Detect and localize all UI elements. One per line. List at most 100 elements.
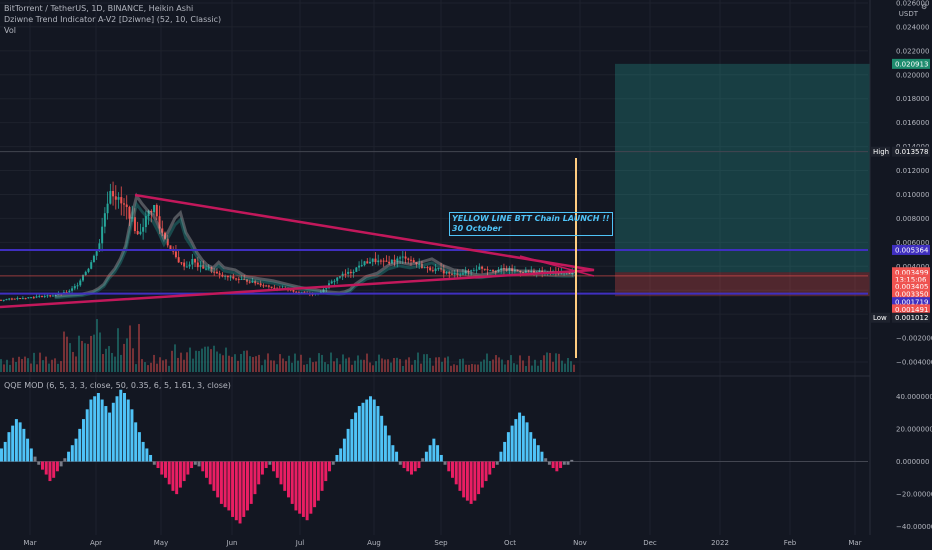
volume-bar <box>570 361 572 372</box>
qqe-bar <box>260 461 264 475</box>
qqe-bar <box>413 461 417 472</box>
candle-body <box>440 268 443 270</box>
volume-bar <box>111 352 113 372</box>
qqe-bar <box>264 461 268 469</box>
indicator-legend[interactable]: Dziwne Trend Indicator A-V2 [Dziwne] (52… <box>4 15 222 24</box>
candle-body <box>248 281 251 283</box>
qqe-y-tick-label: −40.000000 <box>896 523 932 531</box>
volume-bar <box>549 352 551 372</box>
candle-body <box>511 268 514 271</box>
qqe-bar <box>29 448 33 462</box>
currency-label: USDT <box>898 10 918 18</box>
qqe-bar <box>119 389 123 462</box>
badge <box>892 297 930 308</box>
candle-body <box>377 260 380 263</box>
qqe-bar <box>11 425 15 462</box>
candle-body <box>273 287 276 289</box>
volume-bar <box>567 357 569 372</box>
profit-zone <box>615 63 873 273</box>
volume-bar <box>18 356 20 372</box>
y-tick-label: 0.006000 <box>896 239 929 247</box>
candles <box>0 181 576 302</box>
volume-bar <box>120 354 122 372</box>
volume-bar <box>375 361 377 372</box>
qqe-bar <box>451 461 454 478</box>
qqe-bar <box>82 419 85 462</box>
qqe-bar <box>227 461 231 511</box>
candle-body <box>8 298 11 300</box>
chart-title[interactable]: BitTorrent / TetherUS, 1D, BINANCE, Heik… <box>4 4 194 13</box>
candle-body <box>133 217 136 232</box>
candle-body <box>65 292 68 294</box>
badge-side-label: Low <box>873 314 887 322</box>
qqe-bar <box>3 441 7 462</box>
qqe-bar <box>484 461 488 482</box>
volume-bar <box>42 360 44 372</box>
candle-body <box>358 265 361 268</box>
candle-body <box>494 271 497 273</box>
qqe-bar <box>514 419 518 462</box>
qqe-bar <box>346 428 350 462</box>
volume-bar <box>492 359 494 372</box>
volume-bar <box>276 364 278 372</box>
candle-body <box>142 227 145 232</box>
candle-body <box>27 297 30 299</box>
volume-bar <box>477 364 479 372</box>
qqe-bar <box>529 432 533 462</box>
volume-bar <box>96 319 98 372</box>
candle-body <box>155 204 158 217</box>
qqe-bar <box>301 461 305 517</box>
qqe-bar <box>78 428 82 462</box>
qqe-bar <box>387 435 391 462</box>
candle-body <box>472 270 475 272</box>
candle-body <box>215 271 218 274</box>
candle-body <box>374 258 377 263</box>
qqe-bar <box>152 461 156 465</box>
candle-body <box>139 231 142 235</box>
triangle-inner <box>519 255 595 277</box>
badge-label: 0.005364 <box>895 246 929 254</box>
candle-body <box>5 299 8 301</box>
volume-bar <box>345 358 347 372</box>
volume-bar <box>138 324 140 372</box>
qqe-bar <box>182 461 186 482</box>
launch-annotation[interactable]: YELLOW LINE BTT Chain LAUNCH !! 30 Octob… <box>449 212 613 236</box>
candle-body <box>295 291 298 293</box>
volume-bar <box>285 361 287 372</box>
candle-body <box>522 272 525 274</box>
qqe-bar <box>510 425 514 462</box>
candle-body <box>92 255 95 263</box>
candle-body <box>112 191 115 197</box>
candle-body <box>207 267 210 269</box>
qqe-bar <box>212 461 216 491</box>
volume-bar <box>114 356 116 372</box>
volume-bar <box>483 359 485 372</box>
candle-body <box>144 216 147 228</box>
qqe-bar <box>171 461 175 491</box>
volume-bar <box>528 355 530 372</box>
x-tick-label: Dec <box>643 539 657 547</box>
candle-body <box>191 258 194 265</box>
volume-bar <box>63 331 65 372</box>
qqe-bar <box>406 461 410 472</box>
qqe-bar <box>305 461 309 521</box>
volume-bar <box>84 343 86 372</box>
qqe-legend[interactable]: QQE MOD (6, 5, 3, 3, close, 50, 0.35, 6,… <box>4 381 231 390</box>
volume-bar <box>450 365 452 372</box>
volume-bar <box>366 353 368 372</box>
volume-legend[interactable]: Vol <box>4 26 16 35</box>
volume-bar <box>189 347 191 372</box>
x-tick-label: Aug <box>367 539 381 547</box>
qqe-bar <box>331 461 335 465</box>
qqe-bar <box>18 422 22 462</box>
candle-body <box>442 269 445 274</box>
qqe-bar <box>551 461 555 469</box>
settings-icon: ⚙ <box>921 3 927 11</box>
volume-bar <box>261 365 263 372</box>
candle-body <box>161 228 164 233</box>
volume-bar <box>486 353 488 372</box>
candle-body <box>199 265 202 268</box>
candle-body <box>355 267 358 272</box>
candle-body <box>232 276 235 279</box>
